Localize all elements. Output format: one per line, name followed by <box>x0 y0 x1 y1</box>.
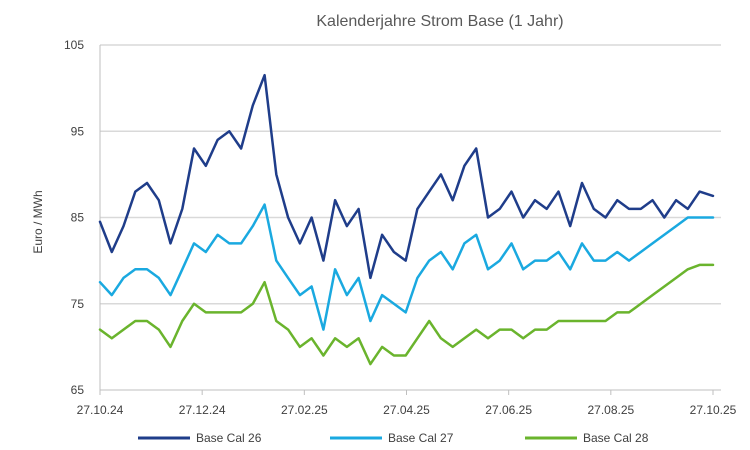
y-tick-labels: 65 75 85 95 105 <box>64 38 84 397</box>
series-lines <box>98 73 715 366</box>
y-tick-label: 105 <box>64 38 84 52</box>
x-tick-label: 27.06.25 <box>485 403 532 417</box>
legend-label: Base Cal 28 <box>583 431 649 445</box>
legend-item-3[interactable]: Base Cal 28 <box>525 431 649 445</box>
series-line-3 <box>98 263 715 366</box>
y-axis-label: Euro / MWh <box>31 190 45 253</box>
series-line-1 <box>98 73 715 280</box>
legend-label: Base Cal 26 <box>196 431 262 445</box>
x-tick-label: 27.12.24 <box>179 403 226 417</box>
y-tick-label: 75 <box>71 297 85 311</box>
y-tick-label: 95 <box>71 124 85 138</box>
x-tick-label: 27.04.25 <box>383 403 430 417</box>
axes <box>99 45 721 395</box>
legend[interactable]: Base Cal 26 Base Cal 27 Base Cal 28 <box>138 431 649 445</box>
x-tick-labels: 27.10.24 27.12.24 27.02.25 27.04.25 27.06.25… <box>77 403 737 417</box>
gridlines <box>100 44 721 305</box>
legend-item-2[interactable]: Base Cal 27 <box>330 431 454 445</box>
series-line-2 <box>98 203 715 331</box>
legend-item-1[interactable]: Base Cal 26 <box>138 431 262 445</box>
y-tick-label: 65 <box>71 383 85 397</box>
y-tick-label: 85 <box>71 211 85 225</box>
x-tick-label: 27.02.25 <box>281 403 328 417</box>
x-tick-label: 27.10.24 <box>77 403 124 417</box>
x-tick-label: 27.10.25 <box>690 403 737 417</box>
x-tick-label: 27.08.25 <box>587 403 634 417</box>
legend-label: Base Cal 27 <box>388 431 454 445</box>
chart-title: Kalenderjahre Strom Base (1 Jahr) <box>316 13 563 30</box>
